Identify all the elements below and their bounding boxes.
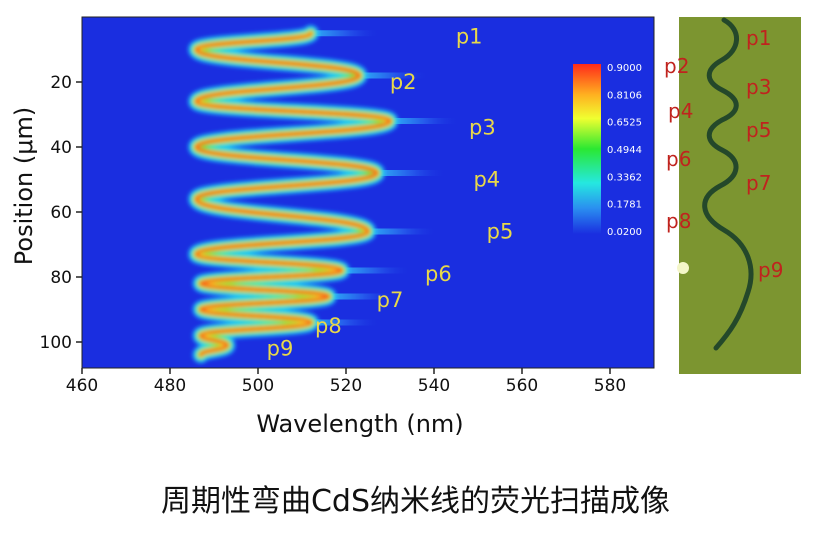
y-tick-label: 100: [40, 333, 72, 353]
y-tick-label: 20: [50, 73, 72, 93]
photo-label-p6: p6: [666, 147, 691, 171]
photo-background: [679, 17, 801, 374]
colorbar-label: 0.3362: [607, 172, 642, 183]
photo-label-p8: p8: [666, 209, 691, 233]
plot-frame: [81, 16, 655, 369]
heatmap-plot-area: [82, 17, 654, 368]
peak-label-p8: p8: [315, 314, 342, 338]
y-axis-title: Position (μm): [10, 107, 38, 265]
x-tick-label: 580: [594, 376, 626, 396]
y-tick-label: 40: [50, 138, 72, 158]
colorbar-label: 0.0200: [607, 227, 642, 238]
axis-ticks: [76, 81, 611, 374]
photo-bright-spot: [677, 262, 689, 274]
peak-label-p7: p7: [377, 288, 404, 312]
colorbar-label: 0.6525: [607, 118, 642, 129]
ridge-band-5: [195, 32, 391, 356]
x-tick-label: 540: [418, 376, 450, 396]
colorbar-label: 0.8106: [607, 90, 642, 101]
y-tick-labels: 20 40 60 80 100: [40, 73, 72, 353]
ridge-tail: [368, 228, 438, 235]
y-tick-label: 80: [50, 268, 72, 288]
photo-label-p2: p2: [664, 54, 689, 78]
ridge-tail: [341, 267, 412, 274]
ridge-tail: [359, 72, 430, 79]
colorbar-label: 0.1781: [607, 200, 642, 211]
colorbar-label: 0.9000: [607, 63, 642, 74]
ridge-tail: [310, 319, 381, 326]
peak-label-p3: p3: [469, 116, 496, 140]
nanowire-trace: [702, 17, 754, 351]
nanowire-photo: p1 p2 p3 p4 p5 p6 p7 p8 p9: [664, 17, 801, 374]
y-tick-label: 60: [50, 203, 72, 223]
heatmap-content: [188, 25, 460, 363]
photo-label-p3: p3: [746, 75, 771, 99]
x-tick-labels: 460 480 500 520 540 560 580: [66, 376, 626, 396]
peak-label-p6: p6: [425, 262, 452, 286]
x-tick-label: 460: [66, 376, 98, 396]
ridge-tail: [390, 118, 460, 124]
x-tick-label: 520: [330, 376, 362, 396]
ridge-tail: [310, 30, 381, 37]
x-tick-label: 480: [154, 376, 186, 396]
colorbar-labels: 0.9000 0.8106 0.6525 0.4944 0.3362 0.1781 0.02…: [607, 63, 642, 238]
photo-label-p9: p9: [758, 258, 783, 282]
x-axis-title: Wavelength (nm): [256, 410, 463, 438]
photo-label-p5: p5: [746, 118, 771, 142]
x-tick-label: 500: [242, 376, 274, 396]
figure-caption: 周期性弯曲CdS纳米线的荧光扫描成像: [160, 484, 671, 519]
colorbar: [573, 64, 601, 234]
photo-label-p1: p1: [746, 26, 771, 50]
ridge-tail: [328, 293, 399, 300]
x-tick-label: 560: [506, 376, 538, 396]
ridge-tails: [310, 30, 460, 326]
peak-label-p2: p2: [390, 70, 417, 94]
peak-label-p9: p9: [267, 337, 294, 361]
photo-label-p4: p4: [668, 99, 693, 123]
ridge-tail: [376, 170, 447, 176]
peak-label-p4: p4: [473, 168, 500, 192]
peak-labels: p1 p2 p3 p4 p5 p6 p7 p8 p9: [267, 25, 514, 361]
peak-label-p5: p5: [487, 220, 514, 244]
ridge-layers: [188, 25, 398, 363]
colorbar-label: 0.4944: [607, 145, 642, 156]
photo-label-p7: p7: [746, 171, 771, 195]
photo-labels: p1 p2 p3 p4 p5 p6 p7 p8 p9: [664, 26, 783, 282]
peak-label-p1: p1: [456, 25, 483, 49]
